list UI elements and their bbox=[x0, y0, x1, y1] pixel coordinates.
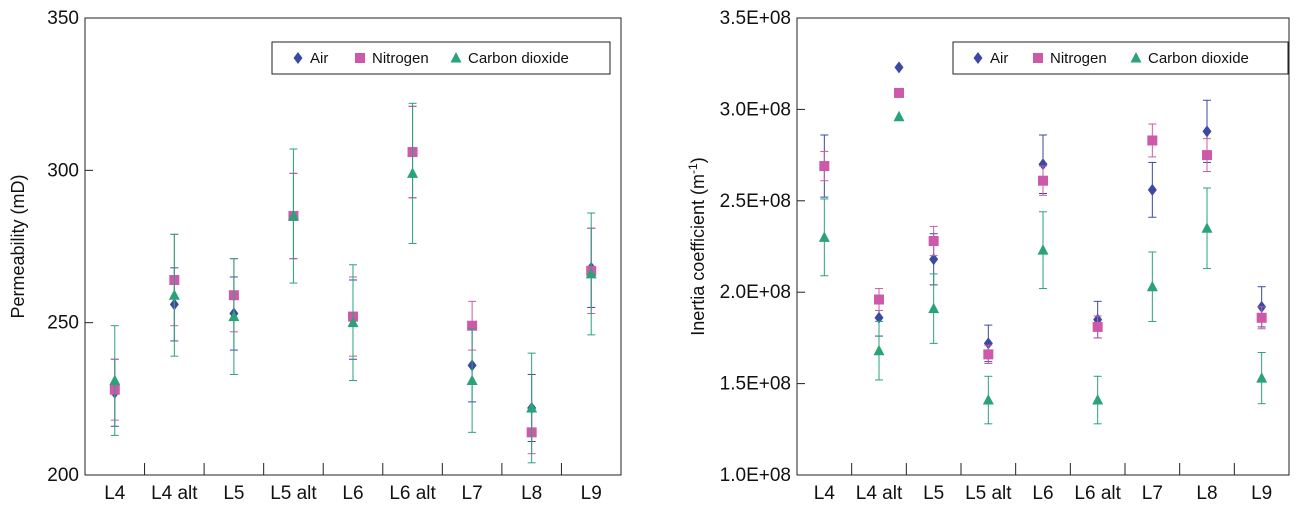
legend: Air Nitrogen Carbon dioxide bbox=[271, 41, 611, 75]
series-nitrogen bbox=[819, 123, 1267, 364]
legend-label: Nitrogen bbox=[1050, 50, 1107, 67]
y-tick-label: 1.5E+08 bbox=[720, 374, 791, 395]
data-point bbox=[1202, 150, 1212, 161]
data-point bbox=[1037, 244, 1049, 255]
y-tick-label: 350 bbox=[47, 8, 79, 29]
x-tick-label: L5 alt bbox=[270, 483, 317, 504]
data-point bbox=[928, 236, 939, 247]
y-axis-label-close: ) bbox=[688, 157, 708, 163]
x-tick-label: L9 bbox=[1251, 483, 1272, 504]
data-point bbox=[1256, 312, 1267, 323]
data-point bbox=[928, 302, 940, 314]
data-point bbox=[894, 87, 904, 98]
x-tick-label: L6 bbox=[1032, 483, 1053, 504]
x-tick-label: L6 alt bbox=[389, 483, 436, 504]
x-tick-label: L4 alt bbox=[856, 483, 903, 504]
x-tick-label: L5 bbox=[923, 483, 944, 504]
data-point bbox=[526, 401, 538, 413]
x-tick-label: L9 bbox=[581, 483, 602, 504]
data-point bbox=[109, 374, 121, 386]
series-carbon-dioxide bbox=[109, 102, 597, 464]
data-point bbox=[819, 161, 830, 172]
data-point bbox=[1147, 135, 1158, 146]
data-point bbox=[1092, 394, 1104, 405]
data-point bbox=[983, 337, 993, 350]
y-axis-label: Permeability (mD) bbox=[8, 174, 28, 318]
legend-label: Air bbox=[990, 50, 1008, 67]
legend-marker bbox=[973, 52, 983, 64]
legend-label: Carbon dioxide bbox=[1148, 50, 1249, 67]
legend-label: Nitrogen bbox=[372, 50, 429, 67]
data-point bbox=[1202, 125, 1212, 138]
y-tick-label: 250 bbox=[47, 313, 79, 334]
legend: Air Nitrogen Carbon dioxide bbox=[952, 41, 1289, 75]
data-point bbox=[874, 294, 884, 305]
x-tick-label: L7 bbox=[1142, 483, 1163, 504]
data-point bbox=[893, 110, 905, 122]
x-tick-label: L5 alt bbox=[965, 483, 1012, 504]
x-tick-label: L6 bbox=[342, 483, 363, 504]
x-tick-label: L5 bbox=[223, 483, 244, 504]
data-point bbox=[1201, 222, 1213, 233]
legend-marker bbox=[450, 52, 462, 63]
legend-marker bbox=[1130, 52, 1142, 63]
legend-box bbox=[952, 41, 1289, 75]
data-point bbox=[585, 267, 597, 279]
data-point bbox=[466, 374, 478, 386]
x-tick-label: L8 bbox=[1196, 483, 1217, 504]
chart-1: 200 250 300 350 L4 L4 alt L5 L5 alt L6 L6 alt L7 L8… bbox=[8, 8, 622, 504]
data-point bbox=[983, 349, 994, 360]
y-tick-label: 3.5E+08 bbox=[720, 8, 791, 29]
data-point bbox=[894, 61, 904, 74]
data-point bbox=[168, 289, 180, 300]
data-point bbox=[818, 231, 830, 242]
data-point bbox=[873, 344, 885, 356]
data-point bbox=[1092, 321, 1103, 332]
x-tick-label: L4 bbox=[104, 483, 126, 504]
data-point bbox=[347, 316, 359, 328]
plot-frame bbox=[84, 17, 622, 476]
legend-box bbox=[271, 41, 611, 75]
data-point bbox=[228, 310, 240, 322]
y-tick-label: 2.5E+08 bbox=[720, 191, 791, 212]
x-tick-label: L4 bbox=[814, 483, 836, 504]
x-tick-label: L7 bbox=[462, 483, 483, 504]
legend-label: Carbon dioxide bbox=[468, 50, 569, 67]
data-point bbox=[1038, 175, 1048, 186]
y-axis-label-superscript: -1 bbox=[686, 163, 700, 174]
data-point bbox=[467, 320, 478, 331]
data-point bbox=[1038, 158, 1048, 171]
x-tick-label: L4 alt bbox=[151, 483, 198, 504]
data-point bbox=[929, 253, 939, 266]
series-carbon-dioxide bbox=[818, 187, 1268, 425]
data-point bbox=[874, 311, 884, 324]
y-tick-label: 3.0E+08 bbox=[720, 99, 791, 120]
data-point bbox=[1256, 372, 1268, 383]
y-tick-label: 300 bbox=[47, 160, 79, 181]
y-tick-label: 1.0E+08 bbox=[720, 465, 791, 486]
y-tick-label: 200 bbox=[47, 465, 79, 486]
plot-frame bbox=[796, 17, 1290, 476]
legend-marker bbox=[355, 53, 365, 63]
data-point bbox=[982, 394, 994, 405]
y-axis-label: Inertia coefficient (m-1) bbox=[686, 157, 708, 335]
data-point bbox=[1146, 280, 1158, 292]
legend-label: Air bbox=[310, 50, 328, 67]
y-tick-label: 2.0E+08 bbox=[720, 282, 791, 303]
x-tick-label: L8 bbox=[521, 483, 542, 504]
legend-marker bbox=[293, 52, 303, 64]
legend-marker bbox=[1033, 53, 1043, 63]
data-point bbox=[407, 167, 419, 178]
x-tick-label: L6 alt bbox=[1074, 483, 1121, 504]
data-point bbox=[287, 210, 299, 221]
chart-2: 1.0E+08 1.5E+08 2.0E+08 2.5E+08 3.0E+08 3.5E+… bbox=[686, 8, 1290, 504]
data-point bbox=[1147, 183, 1157, 196]
